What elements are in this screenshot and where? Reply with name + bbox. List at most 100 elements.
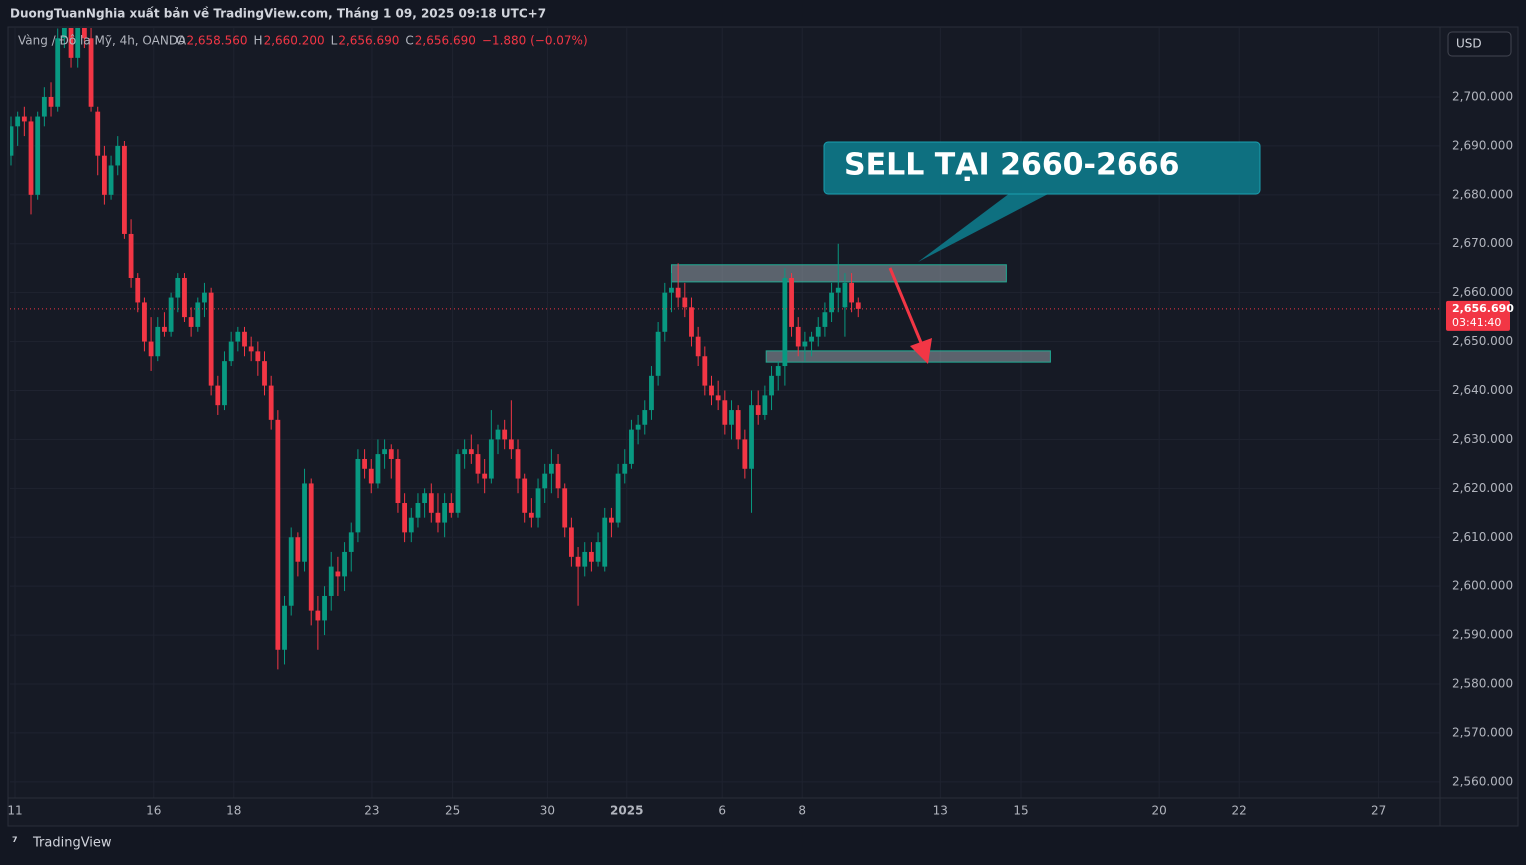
candle-body — [435, 512, 441, 523]
candle-body — [595, 542, 601, 562]
candle-body — [15, 116, 21, 127]
candle-body — [655, 331, 661, 376]
candle-body — [302, 483, 307, 562]
candle-body — [855, 302, 861, 309]
candle-body — [175, 277, 181, 298]
arrow-head — [910, 338, 932, 364]
candle-body — [502, 429, 508, 440]
candle-body — [575, 556, 581, 567]
candle-body — [589, 551, 594, 562]
candle-body — [242, 331, 247, 347]
candle-body — [709, 385, 714, 396]
candle-body — [275, 419, 281, 650]
last-price-badge — [1446, 300, 1510, 331]
y-tick-label: 2,670.000 — [1452, 236, 1513, 250]
candle-body — [135, 277, 141, 303]
candle-body — [442, 503, 448, 523]
candle-body — [475, 454, 481, 474]
candle-body — [222, 361, 227, 406]
candle-body — [235, 331, 241, 342]
candle-body — [142, 302, 147, 342]
candle-body — [168, 297, 174, 332]
candle-body — [41, 96, 47, 117]
candle-body — [95, 111, 101, 156]
y-tick-label: 2,700.000 — [1452, 89, 1513, 103]
candle-body — [682, 297, 688, 308]
candle-body — [462, 449, 468, 455]
candle-body — [715, 395, 721, 401]
ohlc-key: C — [405, 34, 413, 48]
x-tick-label: 6 — [718, 804, 726, 818]
candle-body — [348, 532, 354, 552]
candle-body — [515, 449, 521, 479]
candle-body — [115, 145, 121, 166]
candle-body — [629, 429, 634, 464]
y-tick-label: 2,660.000 — [1452, 285, 1513, 299]
candle-body — [35, 116, 41, 195]
candle-body — [202, 292, 207, 303]
candle-body — [729, 410, 734, 425]
x-tick-label: 15 — [1013, 804, 1028, 818]
currency-button[interactable] — [1447, 31, 1512, 57]
change: −1.880 (−0.07%) — [482, 34, 588, 48]
x-tick-label: 18 — [226, 804, 241, 818]
candle-body — [482, 473, 488, 479]
candle-body — [809, 336, 814, 342]
candle-body — [382, 449, 387, 455]
candle-body — [408, 517, 414, 533]
brand: TradingView — [32, 836, 112, 851]
candle-body — [802, 341, 808, 347]
candle-body — [415, 503, 421, 518]
symbol: Vàng / Đô la Mỹ, 4h, OANDA — [18, 34, 187, 48]
candle-body — [162, 326, 167, 332]
candle-body — [255, 351, 261, 362]
candle-body — [849, 282, 854, 303]
candle-body — [122, 145, 127, 234]
currency-label: USD — [1456, 37, 1482, 51]
ohlc-key: O — [176, 34, 185, 48]
candle-body — [368, 468, 374, 484]
candle-body — [735, 410, 741, 440]
last-price-label: 2,656.690 — [1452, 302, 1514, 315]
y-tick-label: 2,570.000 — [1452, 725, 1513, 739]
x-tick-label: 8 — [798, 804, 806, 818]
candle-body — [375, 454, 381, 484]
candle-body — [602, 517, 608, 567]
candle-body — [21, 116, 27, 122]
candle-body — [615, 473, 621, 523]
candle-body — [68, 28, 74, 58]
candle-body — [288, 537, 294, 606]
arrow-shaft — [888, 267, 924, 346]
candle-body — [195, 302, 201, 327]
price-zone — [765, 350, 1051, 363]
candle-body — [522, 478, 528, 513]
candle-body — [308, 483, 314, 611]
y-tick-label: 2,650.000 — [1452, 334, 1513, 348]
x-tick-label: 20 — [1151, 804, 1166, 818]
ohlc-value: 2,658.560 — [186, 34, 247, 48]
x-tick-label: 16 — [146, 804, 161, 818]
ohlc-key: H — [254, 34, 263, 48]
callout-box — [823, 141, 1261, 195]
candle-body — [769, 375, 774, 396]
candle-body — [81, 28, 87, 39]
y-tick-label: 2,630.000 — [1452, 432, 1513, 446]
candle-body — [322, 595, 327, 621]
candle-body — [722, 400, 728, 425]
x-tick-label: 30 — [540, 804, 555, 818]
candle-body — [402, 503, 408, 533]
candle-body — [262, 361, 267, 386]
candle-body — [642, 410, 648, 425]
candle-body — [822, 312, 828, 327]
candle-body — [188, 317, 194, 327]
candle-body — [568, 527, 574, 557]
candle-body — [835, 287, 841, 293]
countdown: 03:41:40 — [1452, 316, 1501, 329]
candle-body — [228, 341, 234, 362]
candle-body — [148, 341, 154, 357]
candle-body — [55, 38, 61, 107]
candle-body — [328, 566, 334, 596]
candle-body — [662, 292, 668, 332]
candle-body — [635, 424, 641, 430]
